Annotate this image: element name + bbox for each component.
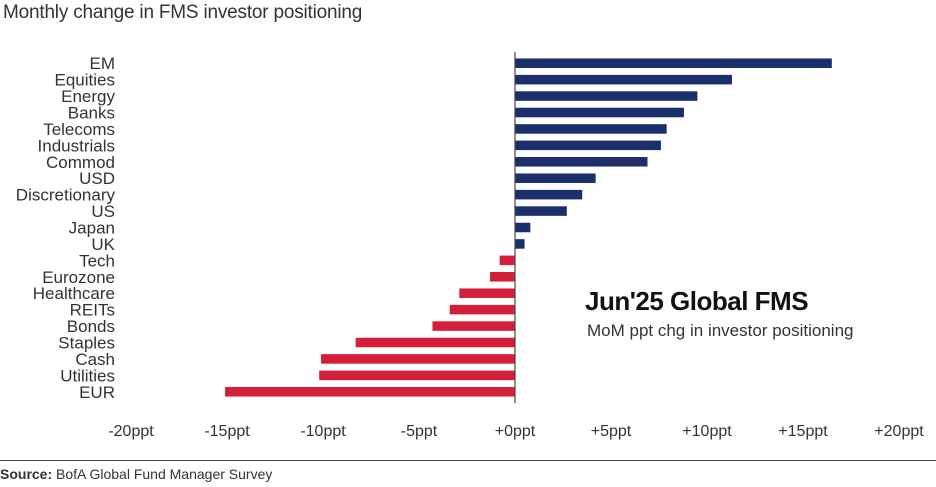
- x-tick-label: +15ppt: [778, 423, 828, 440]
- bar-us: [515, 206, 567, 216]
- category-label: Energy: [61, 87, 115, 106]
- source-note: Source: BofA Global Fund Manager Survey: [0, 466, 272, 482]
- bar-chart: EMEquitiesEnergyBanksTelecomsIndustrials…: [16, 52, 924, 440]
- x-tick-label: -15ppt: [204, 423, 250, 440]
- category-label: Discretionary: [16, 186, 116, 205]
- source-label: Source:: [0, 466, 53, 482]
- bar-cash: [321, 354, 515, 364]
- chart-title: Monthly change in FMS investor positioni…: [3, 2, 363, 23]
- category-label: Commod: [46, 153, 115, 172]
- category-label: Eurozone: [42, 268, 115, 287]
- bar-bonds: [432, 321, 515, 331]
- category-labels-group: EMEquitiesEnergyBanksTelecomsIndustrials…: [16, 54, 116, 402]
- bar-telecoms: [515, 124, 667, 134]
- bar-eurozone: [490, 272, 515, 282]
- bar-banks: [515, 107, 684, 118]
- category-label: Cash: [75, 350, 115, 369]
- bar-discretionary: [515, 189, 583, 200]
- category-label: Healthcare: [33, 284, 115, 303]
- category-label: Equities: [55, 71, 115, 90]
- bar-commod: [515, 157, 648, 167]
- x-tick-label: +10ppt: [682, 423, 732, 440]
- category-label: Bonds: [67, 317, 115, 336]
- source-text: BofA Global Fund Manager Survey: [52, 466, 273, 482]
- bar-industrials: [515, 140, 661, 151]
- category-label: Banks: [68, 104, 115, 123]
- bar-staples: [355, 337, 515, 348]
- bar-uk: [515, 239, 525, 249]
- bar-usd: [515, 173, 596, 183]
- bar-tech: [499, 255, 515, 266]
- annotation-title: Jun'25 Global FMS: [585, 286, 808, 316]
- x-tick-label: +0ppt: [495, 423, 536, 440]
- category-label: Japan: [69, 219, 115, 238]
- category-label: US: [91, 202, 115, 221]
- category-label: Tech: [79, 251, 115, 270]
- bar-em: [515, 58, 832, 68]
- category-label: REITs: [70, 301, 115, 320]
- bar-utilities: [319, 370, 515, 381]
- bar-equities: [515, 74, 732, 85]
- bar-eur: [225, 387, 515, 397]
- footer-divider: [0, 460, 936, 461]
- annotation-subtitle: MoM ppt chg in investor positioning: [587, 321, 853, 340]
- category-label: Telecoms: [43, 120, 115, 139]
- x-tick-label: +20ppt: [874, 423, 924, 440]
- category-label: EM: [90, 54, 116, 73]
- category-label: Industrials: [38, 136, 115, 155]
- bar-energy: [515, 91, 698, 101]
- x-tick-label: -10ppt: [300, 423, 346, 440]
- category-label: Staples: [58, 334, 115, 353]
- bar-japan: [515, 222, 531, 233]
- x-tick-labels-group: -20ppt -15ppt -10ppt -5ppt +0ppt +5ppt +10ppt +…: [108, 423, 924, 440]
- x-tick-label: -20ppt: [108, 423, 154, 440]
- category-label: Utilities: [60, 366, 115, 385]
- bar-reits: [449, 304, 515, 315]
- category-label: USD: [79, 169, 115, 188]
- bars-group: [225, 58, 832, 397]
- category-label: EUR: [79, 383, 115, 402]
- x-tick-label: +5ppt: [591, 423, 632, 440]
- bar-healthcare: [459, 288, 515, 298]
- x-tick-label: -5ppt: [401, 423, 438, 440]
- category-label: UK: [91, 235, 115, 254]
